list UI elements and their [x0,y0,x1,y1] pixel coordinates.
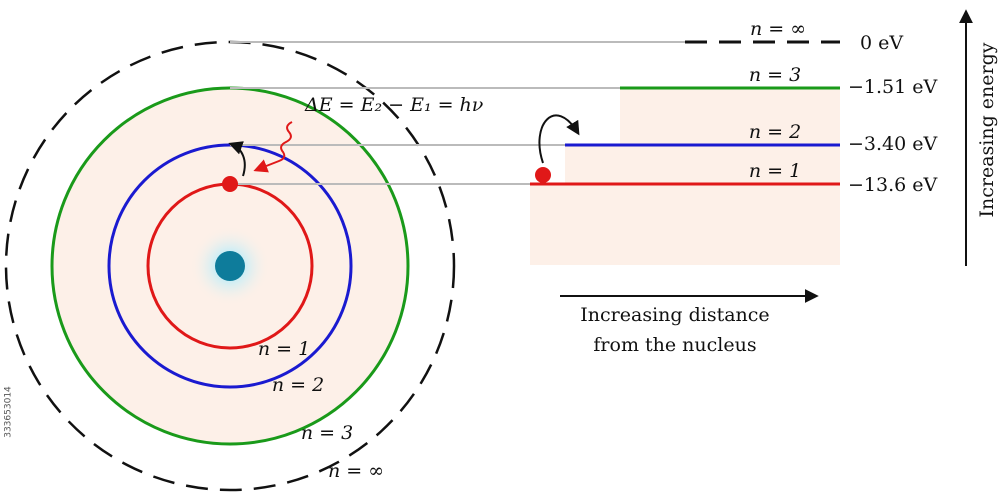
x-axis-label: from the nucleus [593,334,756,356]
level-label: n = 2 [749,121,801,143]
orbit-label: n = 1 [258,338,310,360]
transition-arrow [228,141,246,177]
photon [253,121,293,173]
nucleus [215,251,245,281]
orbit-label: n = 3 [301,422,353,444]
level-label: n = ∞ [750,18,806,40]
energy-label: −13.6 eV [848,174,938,196]
y-axis-label: Increasing energy [976,42,998,217]
transition-arrow [538,114,580,164]
energy-label: 0 eV [860,32,903,54]
level-label: n = 3 [749,64,801,86]
formula: ΔE = E₂ − E₁ = hν [304,94,484,116]
orbit-label: n = ∞ [328,460,384,482]
energy-label: −1.51 eV [848,76,938,98]
electron [535,167,551,183]
energy-label: −3.40 eV [848,133,938,155]
energy-well [530,88,840,265]
watermark: 333653014 [4,386,14,438]
x-axis-label: Increasing distance [580,304,769,326]
connectors [230,41,685,185]
electron [222,176,238,192]
orbit-label: n = 2 [272,374,324,396]
level-label: n = 1 [749,160,801,182]
